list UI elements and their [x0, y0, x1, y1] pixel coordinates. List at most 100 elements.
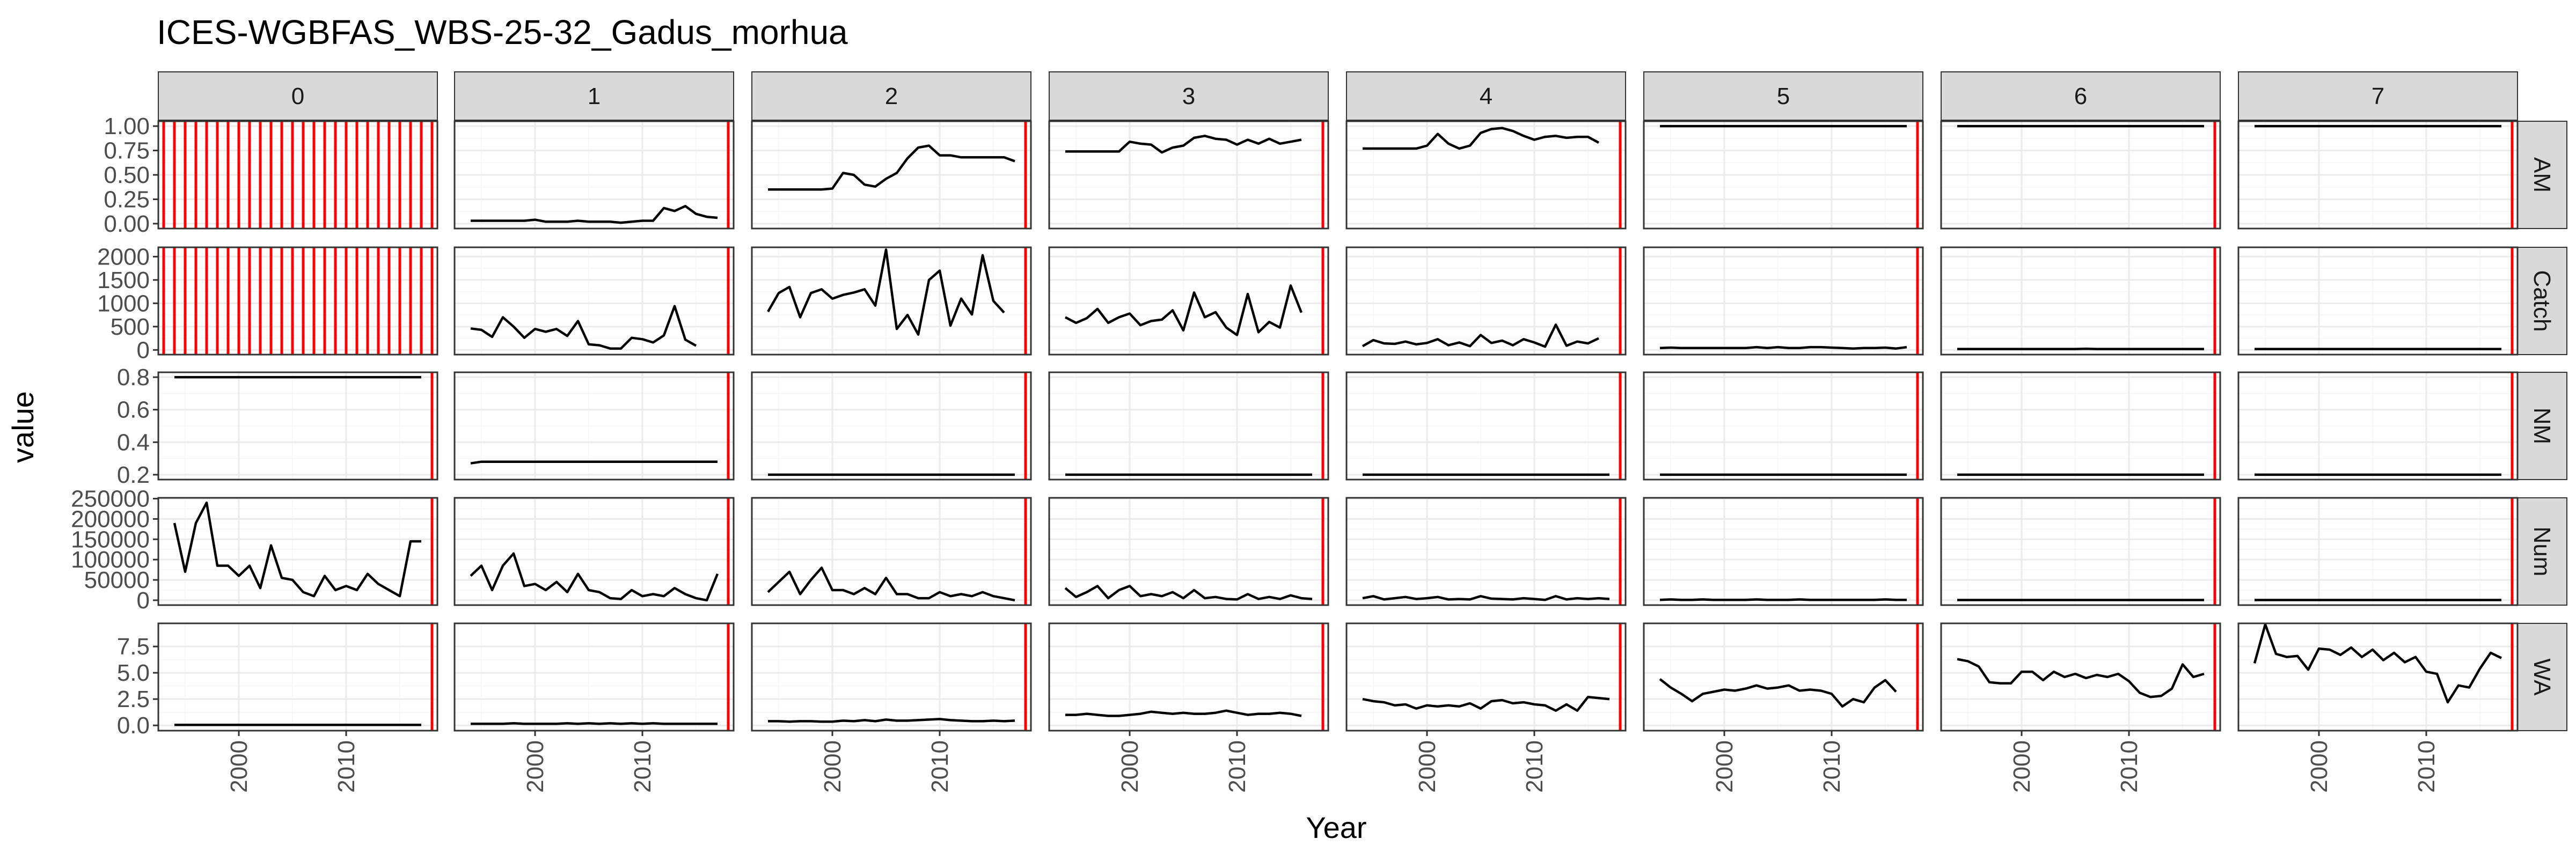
y-tick-label: 1500 — [97, 267, 150, 293]
panel-Catch-3 — [1049, 247, 1328, 355]
panel-border — [2237, 622, 2519, 732]
panel-border — [751, 120, 1032, 230]
series-line-WA-5 — [1659, 678, 1897, 708]
panel-border — [1940, 497, 2221, 606]
panel-border — [1048, 622, 1329, 732]
series-line-Num-0 — [173, 501, 421, 598]
panel-border — [157, 497, 438, 606]
y-tick-label: 0.2 — [117, 462, 150, 488]
panel-border — [1345, 622, 1627, 732]
panel-border — [453, 120, 735, 230]
y-tick-label: 0.0 — [117, 712, 150, 739]
panel-border — [2237, 371, 2519, 481]
panel-Num-4 — [1346, 498, 1626, 605]
panel-border — [2237, 120, 2519, 230]
series-line-Catch-3 — [1064, 284, 1303, 336]
y-tick-label: 0.4 — [117, 429, 150, 455]
panel-border — [157, 622, 438, 732]
column-strip-3 — [1049, 71, 1329, 121]
x-tick-label: 2000 — [2009, 740, 2035, 793]
panel-WA-4 — [1346, 623, 1626, 731]
y-tick-label: 200000 — [71, 506, 150, 532]
panel-border — [1643, 120, 1924, 230]
x-tick-label: 2000 — [2306, 740, 2332, 793]
panel-border — [2237, 497, 2519, 606]
panel-Catch-7 — [2238, 247, 2518, 355]
series-line-WA-2 — [768, 718, 1015, 723]
panel-border — [1940, 120, 2221, 230]
y-tick-label: 7.5 — [117, 634, 150, 660]
y-tick-label: 0.25 — [104, 186, 150, 212]
series-line-Catch-4 — [1362, 323, 1599, 348]
series-line-WA-7 — [2253, 623, 2502, 704]
column-strip-label: 0 — [291, 83, 304, 109]
y-tick-label: 1.00 — [104, 113, 150, 139]
panel-border — [2237, 246, 2519, 356]
series-line-WA-4 — [1362, 696, 1610, 712]
x-tick-label: 2000 — [1414, 740, 1440, 793]
row-strip-NM — [2517, 372, 2567, 480]
series-line-WA-6 — [1957, 658, 2205, 698]
panel-border — [1643, 371, 1924, 481]
series-line-AM-4 — [1363, 127, 1600, 150]
panel-Num-6 — [1941, 498, 2220, 605]
column-strip-5 — [1643, 71, 1923, 121]
panel-WA-0 — [158, 623, 437, 731]
y-axis-title: value — [6, 391, 40, 463]
y-tick-label: 5.0 — [117, 660, 150, 686]
x-tick-label: 2000 — [1711, 740, 1738, 793]
panel-border — [751, 497, 1032, 606]
column-strip-label: 7 — [2372, 83, 2384, 109]
row-strip-label: Catch — [2529, 270, 2555, 332]
panel-border — [453, 622, 735, 732]
panel-Num-2 — [752, 498, 1031, 605]
column-strip-label: 5 — [1777, 83, 1790, 109]
row-strip-Num — [2517, 497, 2567, 606]
row-strip-label: WA — [2529, 658, 2555, 696]
panel-border — [1940, 246, 2221, 356]
panel-Catch-4 — [1346, 247, 1626, 355]
x-tick-label: 2010 — [2116, 740, 2142, 793]
x-tick-label: 2010 — [333, 740, 360, 793]
panel-WA-1 — [455, 623, 734, 731]
panel-border — [1643, 246, 1924, 356]
x-tick-label: 2010 — [630, 740, 656, 793]
panel-border — [1643, 622, 1924, 732]
column-strip-7 — [2238, 71, 2518, 121]
panel-border — [1048, 120, 1329, 230]
series-line-AM-3 — [1065, 135, 1302, 154]
x-tick-label: 2010 — [927, 740, 953, 793]
column-strip-label: 4 — [1480, 83, 1492, 109]
x-tick-label: 2010 — [1819, 740, 1845, 793]
panel-Catch-0 — [158, 247, 437, 355]
series-line-Num-4 — [1362, 595, 1610, 601]
series-line-NM-1 — [470, 460, 718, 465]
panel-WA-5 — [1644, 623, 1923, 731]
y-tick-label: 100000 — [71, 547, 150, 573]
x-tick-label: 2000 — [819, 740, 846, 793]
y-tick-label: 2000 — [97, 244, 150, 270]
panel-border — [1345, 120, 1627, 230]
series-line-Num-1 — [470, 552, 719, 602]
panel-border — [751, 622, 1032, 732]
series-line-Catch-1 — [470, 305, 697, 350]
panel-Num-5 — [1644, 498, 1923, 605]
row-strip-label: AM — [2529, 157, 2555, 193]
panel-border — [453, 497, 735, 606]
x-tick-label: 2010 — [2413, 740, 2440, 793]
panel-border — [1940, 371, 2221, 481]
series-line-Catch-2 — [767, 248, 1005, 336]
column-strip-1 — [454, 71, 734, 121]
panel-WA-7 — [2238, 623, 2518, 731]
series-line-AM-1 — [471, 204, 718, 224]
panel-Catch-6 — [1941, 247, 2220, 355]
panel-border — [1643, 497, 1924, 606]
y-tick-label: 0 — [137, 337, 150, 363]
series-line-Num-3 — [1064, 585, 1313, 601]
y-tick-label: 0.50 — [104, 162, 150, 188]
x-tick-label: 2000 — [522, 740, 548, 793]
column-strip-0 — [158, 71, 438, 121]
panel-border — [453, 246, 735, 356]
panel-Catch-1 — [455, 247, 734, 355]
